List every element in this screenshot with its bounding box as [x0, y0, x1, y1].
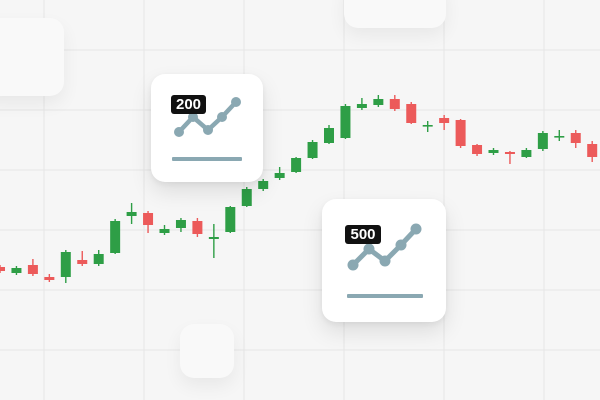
- candle-body: [406, 104, 417, 123]
- candle-body: [587, 144, 598, 157]
- candle: [126, 203, 137, 224]
- candle-body: [422, 125, 433, 127]
- candle: [11, 266, 22, 275]
- candle-body: [27, 265, 38, 274]
- candle: [93, 250, 104, 266]
- trend-chart-icon: [347, 223, 423, 298]
- candle-body: [504, 152, 515, 154]
- candle-body: [291, 158, 302, 172]
- badge-label: 500: [350, 226, 376, 243]
- candle: [291, 157, 302, 173]
- candle-body: [340, 106, 351, 138]
- candle-body: [192, 221, 203, 234]
- candle-body: [110, 221, 121, 253]
- candle-body: [324, 128, 334, 143]
- value-badge: 200: [171, 95, 206, 114]
- candle-body: [77, 260, 88, 264]
- value-badge: 500: [345, 225, 381, 244]
- candle-body: [274, 173, 285, 178]
- background-tile-left: [0, 18, 64, 96]
- candle: [175, 218, 186, 232]
- candle-body: [356, 104, 367, 108]
- candle: [208, 224, 219, 258]
- candle: [504, 151, 515, 164]
- candle: [587, 141, 598, 162]
- candle: [110, 219, 121, 254]
- candle-body: [537, 133, 548, 149]
- candle: [225, 206, 236, 233]
- candle: [27, 259, 38, 276]
- trend-chart-icon: [172, 97, 242, 161]
- candle: [389, 95, 400, 111]
- candle-body: [241, 189, 252, 206]
- badge-label: 200: [175, 96, 202, 113]
- candle-body: [175, 220, 186, 228]
- candle: [44, 274, 55, 282]
- candle-body: [521, 150, 532, 157]
- candle: [455, 119, 466, 148]
- candle-body: [44, 277, 55, 280]
- candle-body: [307, 142, 318, 158]
- candle: [554, 130, 565, 141]
- candle-body: [225, 207, 236, 232]
- candle: [439, 115, 450, 130]
- candle-body: [93, 254, 104, 264]
- candle: [77, 251, 88, 266]
- candle: [192, 218, 203, 237]
- candle: [0, 265, 5, 273]
- candle-body: [488, 150, 499, 153]
- candle: [143, 211, 154, 233]
- candle: [488, 148, 499, 155]
- chart-card-500[interactable]: 500: [322, 199, 446, 322]
- candle: [159, 225, 170, 235]
- candle-body: [472, 145, 483, 154]
- candle: [472, 144, 483, 156]
- candle-body: [208, 237, 219, 239]
- candle: [241, 187, 252, 207]
- candle-body: [570, 133, 581, 143]
- candle: [340, 104, 351, 139]
- candle: [258, 179, 269, 191]
- candle: [422, 121, 433, 132]
- candle-body: [0, 267, 5, 271]
- candle-body: [143, 213, 154, 225]
- candle: [274, 167, 285, 180]
- candle-body: [554, 136, 565, 138]
- candle: [356, 98, 367, 110]
- candle-body: [126, 212, 137, 216]
- candle: [324, 125, 334, 144]
- candle: [570, 130, 581, 148]
- candle-body: [11, 268, 22, 273]
- chart-card-200[interactable]: 200: [151, 74, 263, 182]
- candle-body: [439, 118, 450, 123]
- candle-body: [389, 99, 400, 109]
- candle-body: [258, 181, 269, 189]
- candle: [537, 131, 548, 151]
- background-tile-bottom: [180, 324, 234, 378]
- candle-body: [159, 229, 170, 233]
- candle: [373, 95, 384, 107]
- candle-body: [60, 252, 71, 277]
- candle: [60, 250, 71, 283]
- background-tile-top: [344, 0, 446, 28]
- candle: [521, 148, 532, 158]
- candle: [307, 140, 318, 159]
- candle: [406, 102, 417, 124]
- candlestick-series: [0, 95, 598, 283]
- candle-body: [373, 99, 384, 105]
- candle-body: [455, 120, 466, 146]
